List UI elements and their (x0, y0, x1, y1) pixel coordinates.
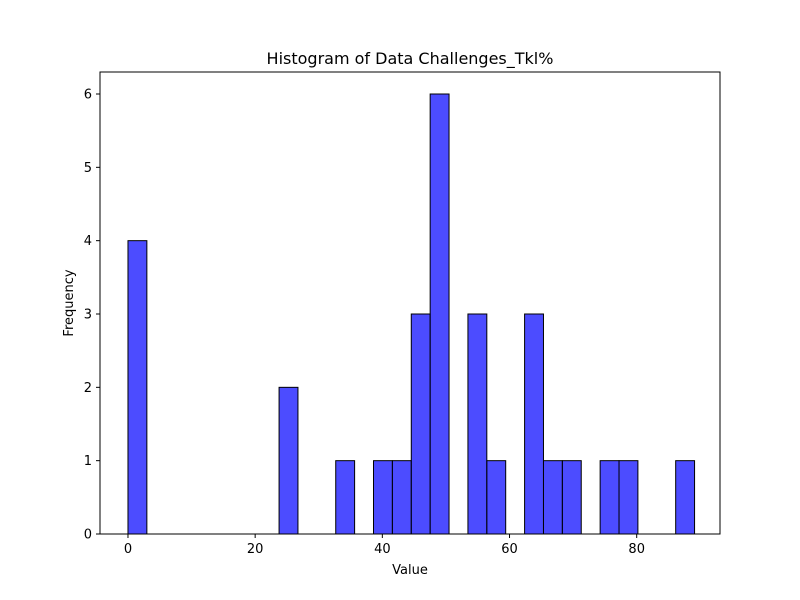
histogram-bar (524, 313, 544, 535)
histogram-bar (561, 460, 582, 535)
x-axis-ticks: 0 20 40 60 80 (124, 534, 645, 557)
histogram-bar (486, 460, 507, 535)
y-tick-label: 0 (84, 528, 92, 543)
chart-title: Histogram of Data Challenges_Tkl% (267, 49, 554, 69)
y-tick-label: 6 (84, 88, 92, 103)
y-tick-label: 4 (84, 234, 92, 249)
x-tick-label: 60 (501, 542, 518, 557)
x-tick-label: 40 (374, 542, 391, 557)
y-tick-label: 5 (84, 161, 92, 176)
y-tick-label: 2 (84, 381, 92, 396)
y-tick-label: 1 (84, 454, 92, 469)
histogram-bar (335, 460, 356, 535)
histogram-bar (410, 313, 431, 535)
y-tick-label: 3 (84, 308, 92, 323)
y-axis-ticks: 0 1 2 3 4 5 6 (84, 88, 100, 543)
histogram-bar (675, 460, 696, 535)
histogram-bar (429, 93, 450, 535)
histogram-bar (127, 240, 148, 535)
x-tick-label: 20 (247, 542, 264, 557)
histogram-bar (542, 460, 563, 535)
x-tick-label: 0 (124, 542, 132, 557)
histogram-bar (391, 460, 412, 535)
bars-group (127, 93, 696, 535)
histogram-bar (599, 460, 620, 535)
plot-area-frame (99, 71, 721, 535)
y-axis-label: Frequency (62, 269, 77, 336)
histogram-bar (278, 386, 299, 535)
histogram-bar (372, 460, 393, 535)
x-tick-label: 80 (628, 542, 645, 557)
histogram-bar (618, 460, 639, 535)
x-axis-label: Value (392, 563, 428, 578)
histogram-bar (467, 313, 488, 535)
